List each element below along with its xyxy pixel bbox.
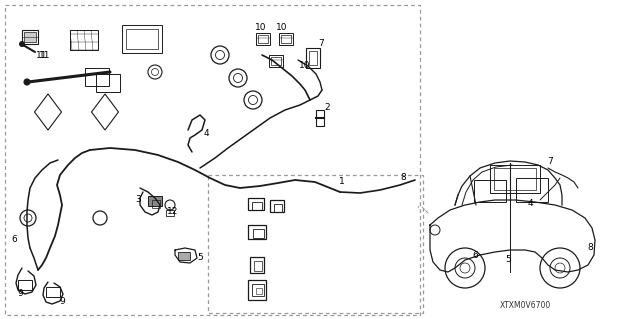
Bar xyxy=(85,68,109,86)
Bar xyxy=(22,30,38,44)
Text: 7: 7 xyxy=(318,40,324,48)
Text: 8: 8 xyxy=(400,174,406,182)
Bar xyxy=(5,5,420,315)
Text: 2: 2 xyxy=(324,103,330,113)
Text: 1: 1 xyxy=(339,177,345,187)
Bar xyxy=(126,29,158,49)
Bar xyxy=(250,257,264,273)
Bar xyxy=(24,32,36,42)
Text: 4: 4 xyxy=(527,198,533,207)
Text: 4: 4 xyxy=(203,129,209,137)
Text: 6: 6 xyxy=(11,235,17,244)
Bar xyxy=(70,30,98,50)
Bar xyxy=(281,35,291,43)
Text: 5: 5 xyxy=(505,256,511,264)
Bar xyxy=(46,287,60,297)
Text: 5: 5 xyxy=(197,254,203,263)
Text: 10: 10 xyxy=(276,24,288,33)
Bar xyxy=(254,261,262,271)
Bar xyxy=(474,180,506,202)
Bar xyxy=(248,198,264,210)
Bar xyxy=(316,110,324,126)
Text: 9: 9 xyxy=(17,288,23,298)
Text: 11: 11 xyxy=(36,50,48,60)
Bar xyxy=(122,25,162,53)
Bar xyxy=(96,74,120,92)
Bar xyxy=(269,55,283,67)
Bar xyxy=(178,252,190,260)
Bar xyxy=(252,284,264,296)
Bar xyxy=(270,200,284,212)
Bar xyxy=(490,165,540,193)
Text: 11: 11 xyxy=(39,50,51,60)
Bar xyxy=(148,196,162,206)
Text: XTXM0V6700: XTXM0V6700 xyxy=(499,300,550,309)
Bar xyxy=(279,33,293,45)
Circle shape xyxy=(24,79,30,85)
Bar xyxy=(18,280,32,290)
Bar xyxy=(309,51,317,65)
Bar xyxy=(274,204,282,212)
Circle shape xyxy=(19,41,24,47)
Text: 8: 8 xyxy=(587,243,593,253)
Bar xyxy=(252,202,262,210)
Bar xyxy=(248,225,266,239)
Text: 7: 7 xyxy=(547,158,553,167)
Bar xyxy=(208,175,423,313)
Text: 10: 10 xyxy=(300,61,311,70)
Bar xyxy=(248,280,266,300)
Text: 9: 9 xyxy=(59,298,65,307)
Bar xyxy=(256,288,262,294)
Bar xyxy=(253,229,264,238)
Bar xyxy=(152,200,160,208)
Text: 10: 10 xyxy=(255,24,267,33)
Bar xyxy=(166,210,174,216)
Text: 12: 12 xyxy=(167,207,179,217)
Bar xyxy=(494,168,536,190)
Bar xyxy=(306,48,320,68)
Bar xyxy=(516,178,548,202)
Text: 3: 3 xyxy=(135,196,141,204)
Bar xyxy=(258,35,268,43)
Text: 6: 6 xyxy=(472,250,478,259)
Bar xyxy=(256,33,270,45)
Bar xyxy=(271,57,281,65)
